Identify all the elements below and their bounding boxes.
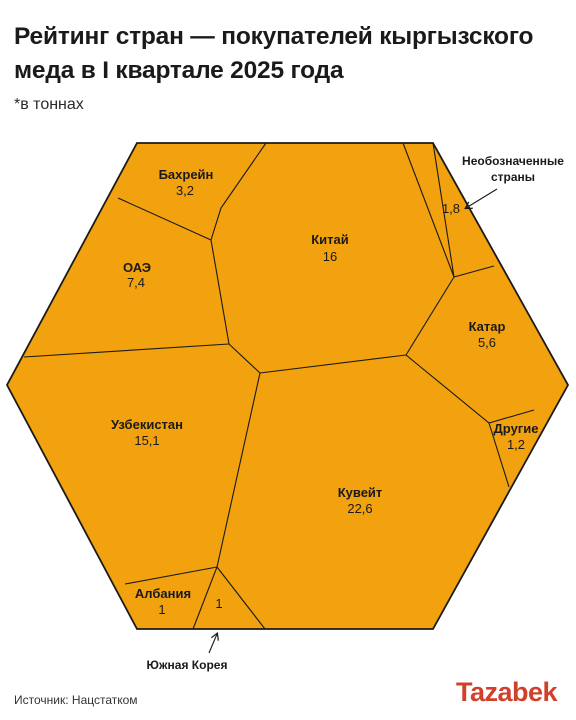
label-bahrain-name: Бахрейн (159, 167, 214, 182)
border-china-kuwait (259, 354, 407, 374)
cell-borders (23, 142, 535, 630)
external-labels: Необозначенные страны Южная Корея (147, 154, 565, 672)
source-note: Источник: Нацстатком (14, 693, 138, 707)
label-qatar-name: Катар (469, 319, 506, 334)
border-albania-top (124, 566, 218, 585)
unspecified-arrow (466, 188, 498, 208)
cell-labels: Бахрейн 3,2 Китай 16 1,8 ОАЭ 7,4 Катар 5… (111, 167, 538, 617)
chart-title: Рейтинг стран — покупателей кыргызского … (14, 23, 534, 84)
hexagon-outline (5, 142, 570, 630)
unit-note: *в тоннах (14, 96, 84, 113)
label-china-name: Китай (311, 232, 349, 247)
label-albania-value: 1 (158, 602, 165, 617)
border-unspecified-qatar (453, 265, 495, 278)
korea-label: Южная Корея (147, 658, 228, 672)
label-uzbekistan-name: Узбекистан (111, 417, 183, 432)
border-korea (216, 566, 266, 630)
label-kuwait-value: 22,6 (347, 501, 372, 516)
border-bahrain-oae (117, 197, 212, 241)
border-unspecified-left (432, 142, 455, 278)
label-others-name: Другие (494, 421, 539, 436)
label-korea-value: 1 (215, 596, 222, 611)
border-oae-uzbekistan (23, 343, 230, 358)
label-oae-value: 7,4 (127, 275, 145, 290)
brand-logo[interactable]: Tazabek (456, 677, 558, 707)
border-others-kuwait (488, 422, 510, 488)
label-oae-name: ОАЭ (123, 260, 151, 275)
label-others-value: 1,2 (507, 437, 525, 452)
label-unspecified-value: 1,8 (442, 201, 460, 216)
unspecified-label-line1: Необозначенные (462, 154, 564, 168)
label-bahrain-value: 3,2 (176, 183, 194, 198)
border-china-qatar (405, 276, 455, 356)
label-qatar-value: 5,6 (478, 335, 496, 350)
border-china-right (402, 142, 455, 278)
korea-arrow (208, 634, 217, 654)
label-albania-name: Албания (135, 586, 191, 601)
unspecified-label-line2: страны (491, 170, 535, 184)
label-china-value: 16 (323, 249, 337, 264)
label-kuwait-name: Кувейт (338, 485, 383, 500)
label-uzbekistan-value: 15,1 (134, 433, 159, 448)
